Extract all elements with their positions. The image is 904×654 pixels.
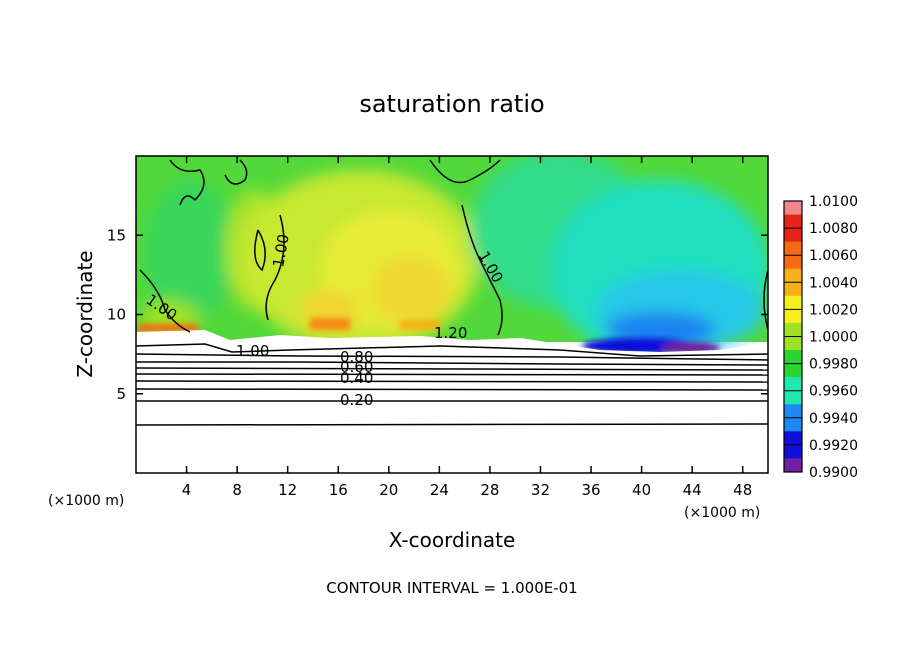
colorbar-segment bbox=[784, 214, 802, 229]
colorbar-segment bbox=[784, 268, 802, 283]
x-tick-label: 24 bbox=[430, 481, 449, 499]
x-axis: 4 8 12 16 20 24 28 32 36 40 44 48 bbox=[182, 156, 752, 499]
colorbar-segment bbox=[784, 350, 802, 365]
colorbar-tick-label: 1.0080 bbox=[809, 221, 858, 237]
colorbar-segment bbox=[784, 228, 802, 243]
x-tick-label: 20 bbox=[379, 481, 398, 499]
y-axis-label: Z-coordinate bbox=[73, 250, 97, 377]
colorbar: 1.0100 1.0080 1.0060 1.0040 1.0020 1.0000 0.99… bbox=[783, 194, 858, 481]
x-tick-label: 36 bbox=[581, 481, 600, 499]
contour-label: 1.20 bbox=[434, 324, 467, 342]
colorbar-tick-label: 0.9960 bbox=[809, 384, 858, 400]
colorbar-segment bbox=[784, 255, 802, 270]
colorbar-segment bbox=[784, 201, 802, 216]
x-tick-label: 48 bbox=[733, 481, 752, 499]
colorbar-tick-label: 1.0020 bbox=[809, 302, 858, 318]
colorbar-segment bbox=[784, 404, 802, 419]
colorbar-tick-label: 0.9980 bbox=[809, 357, 858, 373]
x-tick-label: 8 bbox=[232, 481, 242, 499]
colorbar-segment bbox=[784, 322, 802, 337]
colorbar-segment bbox=[784, 377, 802, 392]
contour-label: 1.00 bbox=[269, 233, 293, 269]
contour-label: 0.80 bbox=[340, 348, 373, 366]
y-tick-label: 10 bbox=[107, 306, 126, 324]
x-tick-label: 40 bbox=[632, 481, 651, 499]
colorbar-segment bbox=[784, 390, 802, 405]
colorbar-tick-label: 1.0040 bbox=[809, 275, 858, 291]
colorbar-segment bbox=[784, 444, 802, 459]
heatmap-field bbox=[136, 156, 768, 360]
contour-label: 0.40 bbox=[340, 369, 373, 387]
colorbar-tick-label: 1.0100 bbox=[809, 194, 858, 210]
x-tick-label: 32 bbox=[531, 481, 550, 499]
colorbar-segment bbox=[784, 458, 802, 473]
colorbar-tick-label: 1.0060 bbox=[809, 248, 858, 264]
colorbar-segment bbox=[784, 282, 802, 297]
colorbar-tick-label: 0.9940 bbox=[809, 411, 858, 427]
x-tick-label: 28 bbox=[480, 481, 499, 499]
plot-area bbox=[136, 156, 768, 473]
x-tick-label: 44 bbox=[683, 481, 702, 499]
x-unit-label: (×1000 m) bbox=[48, 493, 124, 509]
x-tick-label: 12 bbox=[278, 481, 297, 499]
colorbar-segment bbox=[784, 336, 802, 351]
colorbar-segment bbox=[784, 363, 802, 378]
colorbar-tick-label: 0.9900 bbox=[809, 465, 858, 481]
contour-label: 1.00 bbox=[236, 342, 269, 360]
colorbar-tick-label: 1.0000 bbox=[809, 330, 858, 346]
y-unit-label: (×1000 m) bbox=[684, 505, 760, 521]
y-tick-label: 5 bbox=[116, 385, 126, 403]
x-tick-label: 4 bbox=[182, 481, 192, 499]
colorbar-segment bbox=[784, 295, 802, 310]
contour-lines bbox=[136, 159, 768, 426]
colorbar-segment bbox=[784, 431, 802, 446]
contour-label: 0.20 bbox=[340, 391, 373, 409]
colorbar-segment bbox=[784, 309, 802, 324]
y-axis: 5 10 15 bbox=[107, 226, 768, 403]
colorbar-segment bbox=[784, 417, 802, 432]
x-tick-label: 16 bbox=[329, 481, 348, 499]
y-tick-label: 15 bbox=[107, 226, 126, 244]
contour-label: 0.60 bbox=[340, 358, 373, 376]
x-axis-label: X-coordinate bbox=[389, 528, 516, 552]
chart-title: saturation ratio bbox=[359, 90, 544, 118]
colorbar-segment bbox=[784, 241, 802, 256]
contour-interval-note: CONTOUR INTERVAL = 1.000E-01 bbox=[326, 579, 577, 597]
colorbar-tick-label: 0.9920 bbox=[809, 438, 858, 454]
